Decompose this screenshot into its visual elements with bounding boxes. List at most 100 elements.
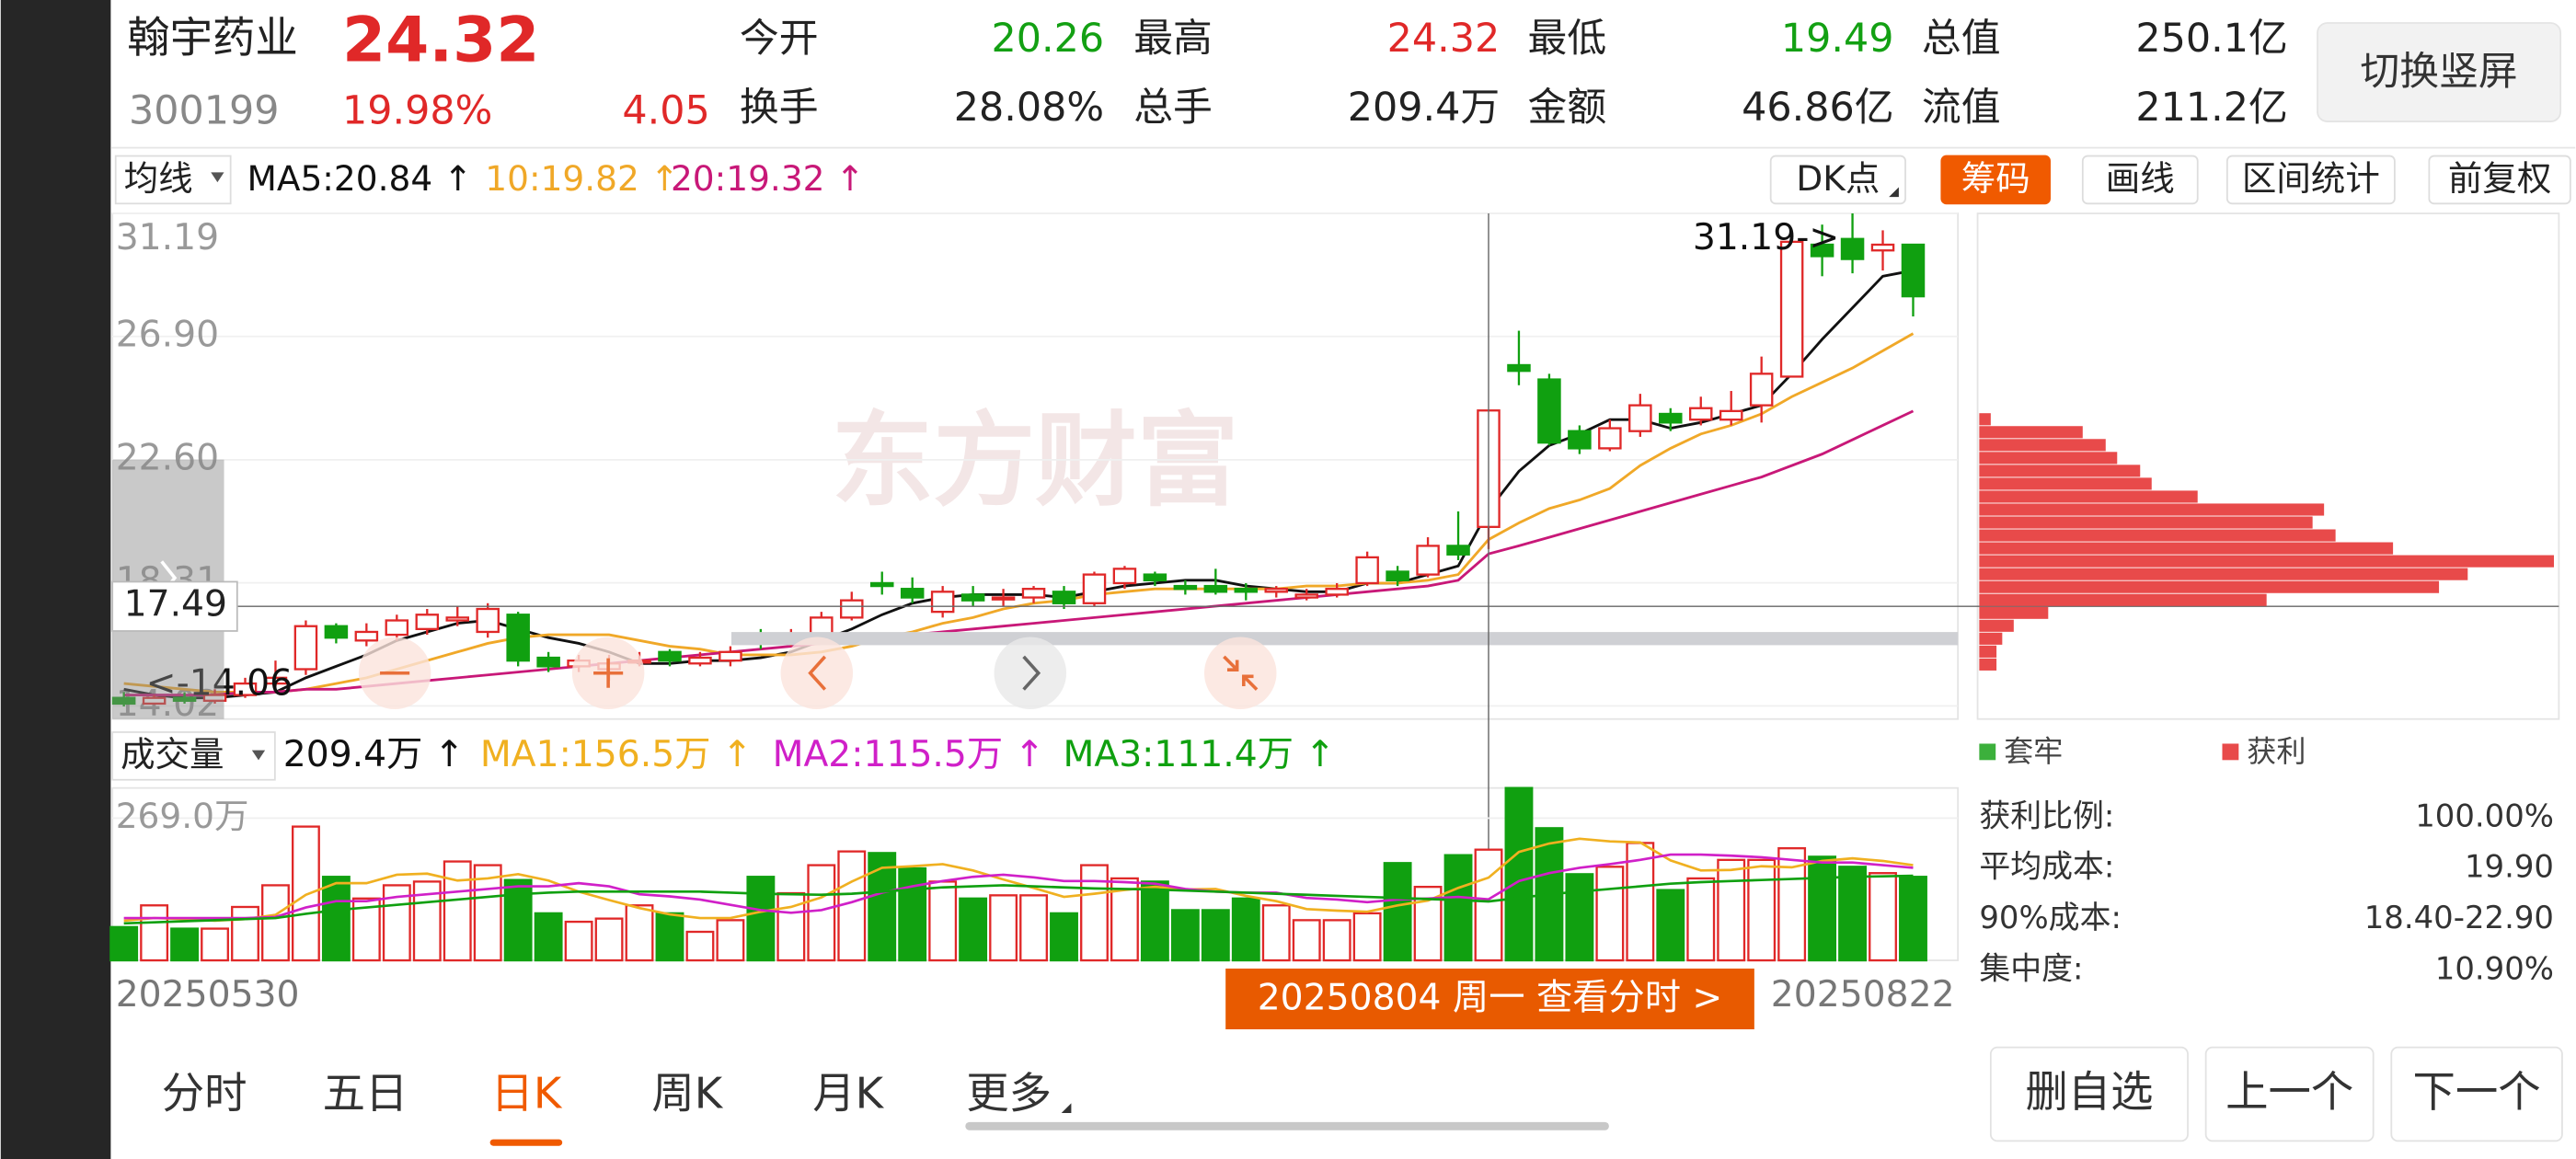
volume-bar	[1565, 873, 1594, 962]
volume-bar	[1231, 897, 1260, 962]
candle-body	[1659, 412, 1683, 424]
candle-body	[354, 630, 379, 642]
volume-bar	[746, 876, 776, 962]
candle-body	[1234, 588, 1259, 593]
chip-bar	[1979, 593, 2267, 606]
date-button[interactable]	[1225, 968, 1754, 1030]
candle-body	[840, 599, 864, 619]
tool-button[interactable]	[2081, 155, 2199, 205]
candle-body	[1173, 584, 1198, 591]
tool-button[interactable]	[1940, 155, 2051, 205]
volume-bar	[201, 927, 229, 962]
volume-bar	[1140, 880, 1169, 962]
chip-bar	[1979, 632, 2003, 645]
volume-bar	[1443, 854, 1473, 962]
volume-bar	[1352, 912, 1382, 962]
stock-name: 翰宇药业	[127, 13, 298, 63]
extreme-annotation: 31.19->	[1693, 217, 1839, 258]
candle-body	[658, 650, 682, 662]
volume-bar	[291, 825, 320, 962]
volume-bar	[1261, 904, 1291, 962]
candle-body	[1203, 584, 1228, 593]
candle-body	[385, 619, 409, 637]
candle-body	[111, 696, 136, 706]
volume-ma-line	[123, 837, 1914, 923]
volume-menu[interactable]	[111, 731, 276, 781]
volume-label: MA1:156.5万 ↑	[480, 734, 753, 775]
volume-bar	[1626, 842, 1655, 962]
candle-body	[415, 614, 440, 631]
bottom-button-label: 下一个	[2413, 1067, 2541, 1117]
volume-bar	[473, 864, 502, 962]
field-value: 19.49	[1781, 16, 1894, 62]
tool-button[interactable]	[2428, 155, 2571, 205]
tab[interactable]: 更多	[966, 1069, 1052, 1119]
shrink-icon	[1223, 655, 1259, 691]
field-label: 总值	[1922, 16, 2001, 62]
candle-body	[1719, 409, 1743, 421]
volume-bar	[261, 884, 290, 962]
volume-bar	[928, 880, 958, 962]
tab[interactable]: 日K	[490, 1069, 562, 1119]
tab[interactable]: 周K	[651, 1069, 723, 1119]
field-label: 今开	[740, 16, 819, 62]
volume-ma-line	[123, 853, 1914, 920]
stat-label: 集中度:	[1979, 950, 2083, 986]
chip-bar	[1979, 658, 1997, 671]
candle-body	[1507, 363, 1531, 373]
overlay-control[interactable]	[1203, 637, 1277, 709]
candle-body	[1749, 373, 1774, 407]
bottom-button[interactable]	[2390, 1046, 2563, 1142]
volume-label: MA2:115.5万 ↑	[773, 734, 1045, 775]
field-label: 总手	[1133, 85, 1213, 131]
field-value: 250.1亿	[2135, 16, 2287, 62]
chip-bar	[1979, 568, 2468, 580]
field-value: 211.2亿	[2135, 85, 2287, 131]
chip-bar	[1979, 477, 2152, 490]
candle-body	[142, 696, 167, 706]
overlay-control[interactable]	[780, 637, 854, 709]
overlay-control[interactable]	[994, 637, 1067, 709]
ma-menu[interactable]	[114, 155, 232, 205]
volume-bar	[1019, 894, 1048, 962]
chip-bar	[1979, 580, 2440, 593]
left-icon	[808, 655, 827, 691]
volume-bar	[1383, 862, 1412, 962]
candle-body	[1264, 588, 1289, 593]
candle-body	[930, 591, 955, 614]
volume-bar	[1292, 919, 1321, 962]
volume-menu-label: 成交量	[121, 734, 224, 775]
tool-button-label: 画线	[2106, 158, 2175, 199]
tab[interactable]: 分时	[162, 1069, 247, 1119]
switch-button[interactable]	[2317, 22, 2562, 122]
chip-bar	[1979, 452, 2118, 465]
candle-body	[1810, 243, 1834, 258]
tab[interactable]: 月K	[812, 1069, 884, 1119]
tool-button[interactable]	[2225, 155, 2396, 205]
field-label: 流值	[1922, 85, 2001, 131]
volume-bar	[807, 864, 836, 962]
volume-bar	[837, 850, 867, 962]
tab[interactable]: 五日	[323, 1069, 408, 1119]
volume-bar	[1504, 786, 1534, 962]
field-value: 209.4万	[1348, 85, 1500, 131]
field-value: 46.86亿	[1742, 85, 1893, 131]
chip-bar	[1979, 606, 2049, 619]
dropdown-icon	[251, 750, 266, 761]
tool-button[interactable]	[1769, 155, 1906, 205]
candle-body	[688, 656, 712, 665]
bottom-button[interactable]	[2204, 1046, 2375, 1142]
bottom-button[interactable]	[1989, 1046, 2189, 1142]
candle-body	[536, 656, 560, 668]
y-tick-label: 22.60	[116, 437, 219, 478]
legend-swatch	[2222, 743, 2239, 761]
chip-bar	[1979, 490, 2198, 503]
candle-body	[263, 676, 288, 685]
candle-body	[293, 625, 318, 671]
volume-label: 209.4万 ↑	[283, 734, 465, 775]
field-label: 金额	[1528, 85, 1607, 131]
legend-swatch	[1979, 743, 1996, 761]
candle-body	[1628, 404, 1652, 432]
dropdown-icon	[211, 172, 224, 183]
